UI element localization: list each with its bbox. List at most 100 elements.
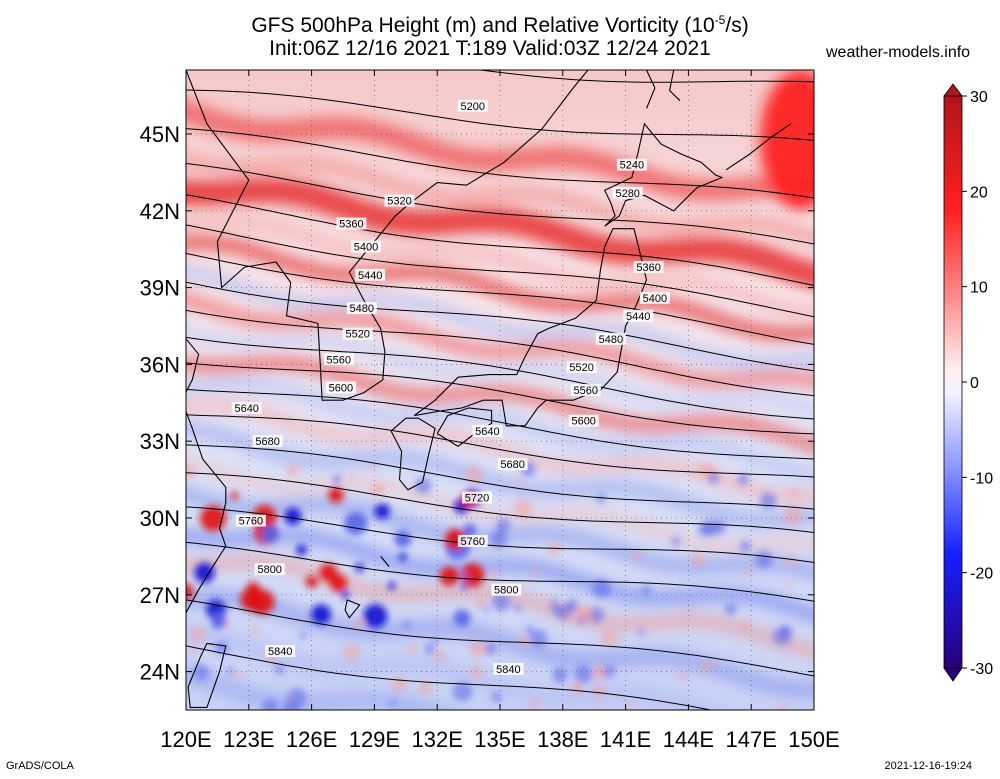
vorticity-cell	[193, 664, 210, 681]
contour-label: 5400	[643, 293, 667, 305]
vorticity-band	[186, 152, 814, 246]
vorticity-cell	[274, 664, 285, 675]
vorticity-cell	[363, 604, 388, 629]
vorticity-cell	[490, 569, 498, 578]
vorticity-cell	[566, 598, 579, 612]
height-contours	[186, 70, 814, 710]
vorticity-cell	[332, 474, 342, 484]
height-contour	[186, 336, 814, 420]
colorbar-label: -10	[970, 470, 993, 487]
vorticity-cell	[434, 650, 446, 662]
vorticity-cell	[638, 629, 645, 636]
colorbar-top-arrow	[943, 83, 963, 97]
coast-shikoku	[436, 407, 493, 447]
vorticity-cell	[233, 671, 242, 679]
vorticity-cell	[282, 700, 300, 710]
vorticity-cell	[565, 613, 573, 621]
height-contour	[186, 309, 814, 397]
vorticity-cell	[190, 627, 206, 642]
contour-labels: 5200 5240 5280 5320 5360 5360 5400 5400 5440 5440…	[231, 99, 670, 676]
vorticity-cell	[573, 665, 593, 684]
vorticity-cell	[403, 621, 411, 629]
vorticity-cell	[725, 603, 737, 615]
footer-software: GrADS/COLA	[6, 760, 74, 772]
vorticity-max-northeast	[760, 70, 814, 210]
contour-label: 5680	[500, 459, 524, 471]
x-tick-label: 135E	[474, 727, 525, 752]
vorticity-cell	[490, 530, 507, 548]
vorticity-cell	[475, 597, 487, 609]
vorticity-cell	[707, 472, 720, 484]
y-tick-label: 24N	[140, 660, 180, 685]
vorticity-cell	[240, 589, 262, 611]
vorticity-cell	[529, 629, 548, 647]
contour-label-bg	[612, 186, 643, 199]
vorticity-cell	[789, 488, 799, 498]
y-tick-label: 30N	[140, 506, 180, 531]
contour-label-bg	[457, 99, 488, 112]
vorticity-band	[186, 215, 814, 319]
contour-label-bg	[570, 384, 601, 396]
vorticity-cell	[311, 604, 331, 625]
contour-label: 5800	[494, 585, 518, 597]
vorticity-cell	[296, 544, 307, 556]
vorticity-cell	[286, 464, 300, 477]
height-contour	[186, 89, 814, 141]
vorticity-cell	[319, 563, 338, 582]
vorticity-cell	[461, 573, 468, 580]
contour-label-bg	[384, 194, 415, 207]
height-contour	[186, 252, 814, 345]
x-tick-label: 144E	[663, 727, 714, 752]
contour-label: 5520	[345, 329, 369, 341]
vorticity-cell	[230, 491, 239, 500]
vorticity-cell	[678, 672, 687, 681]
height-contour	[186, 506, 814, 563]
vorticity-cell	[452, 681, 473, 702]
vorticity-band	[186, 665, 453, 710]
vorticity-cell	[592, 684, 606, 698]
x-tick-label: 120E	[160, 727, 211, 752]
coast-ryukyu-amami	[380, 556, 390, 567]
height-contour	[186, 414, 814, 478]
vorticity-cell	[374, 503, 390, 519]
vorticity-cell	[343, 644, 360, 661]
vorticity-cell	[226, 667, 234, 675]
vorticity-cell	[491, 692, 502, 703]
vorticity-cell	[194, 562, 215, 584]
vorticity-cell	[529, 698, 540, 710]
coast-sakhalin	[645, 70, 656, 109]
vorticity-cell	[600, 629, 618, 647]
colorbar: 30 20 10 0 -10 -20 -30	[943, 83, 993, 682]
vorticity-cell	[299, 632, 307, 640]
chart-title-line2: Init:06Z 12/16 2021 T:189 Valid:03Z 12/2…	[269, 37, 711, 60]
vorticity-cell	[212, 619, 224, 630]
height-contour	[186, 194, 814, 286]
vorticity-band	[186, 590, 814, 699]
colorbar-label: 0	[970, 375, 979, 392]
vorticity-cell	[624, 702, 633, 710]
coast-okinawa	[344, 599, 361, 619]
vorticity-cell	[328, 487, 344, 503]
contour-label-bg	[254, 563, 285, 576]
vorticity-cell	[261, 698, 279, 710]
vorticity-cell	[200, 505, 227, 532]
contour-label-bg	[231, 401, 262, 414]
contour-label-bg	[566, 361, 597, 373]
vorticity-cell	[344, 511, 368, 536]
vorticity-cell	[772, 627, 792, 646]
y-tick-label: 39N	[140, 276, 180, 301]
vorticity-cell	[484, 643, 497, 655]
height-contour	[186, 128, 814, 199]
x-tick-label: 150E	[788, 727, 839, 752]
vorticity-cell	[469, 640, 487, 658]
contour-label: 5480	[599, 334, 623, 346]
vorticity-cell	[631, 549, 642, 560]
vorticity-cell	[514, 477, 522, 485]
vorticity-cell	[354, 619, 365, 630]
vorticity-cell	[592, 664, 608, 681]
contour-label: 5560	[327, 354, 351, 366]
vorticity-cell	[391, 676, 408, 693]
vorticity-cell	[483, 606, 490, 613]
contour-label: 5840	[268, 646, 292, 658]
y-tick-label: 45N	[140, 122, 180, 147]
